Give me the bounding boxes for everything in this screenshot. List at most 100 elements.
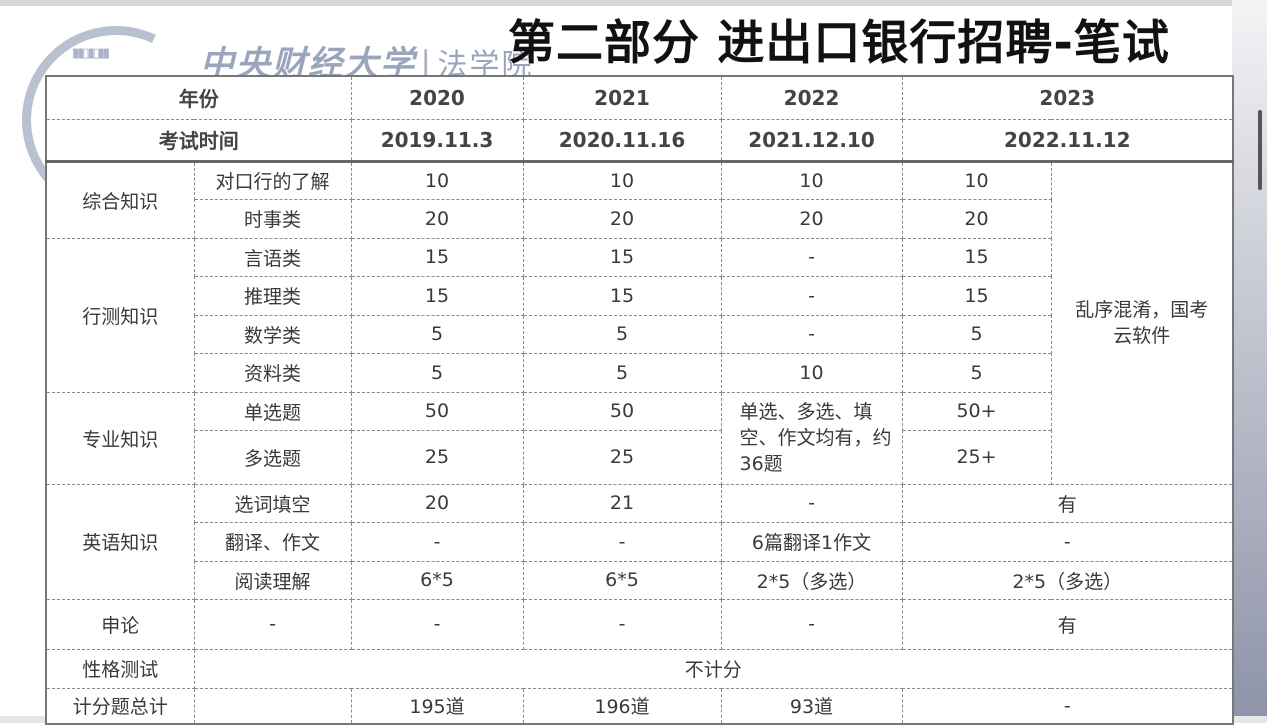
item-label: 阅读理解 [193, 560, 352, 600]
top-bar [0, 0, 1267, 6]
item-label: 推理类 [193, 275, 352, 316]
cell: 25 [522, 429, 722, 485]
cell: 10 [522, 160, 722, 200]
cell: 不计分 [193, 648, 1234, 689]
section-label: 综合知识 [45, 160, 195, 239]
table-row: 性格测试 不计分 [45, 648, 1234, 689]
cell: 5 [901, 314, 1052, 354]
year-2022: 2022 [720, 75, 903, 120]
section-label: 专业知识 [45, 391, 195, 485]
year-2020: 2020 [350, 75, 524, 120]
cell: 25 [350, 429, 524, 485]
cell: 15 [350, 237, 524, 277]
cell: 196道 [522, 687, 722, 725]
cell: - [350, 521, 524, 562]
professional-2022-merged: 单选、多选、填空、作文均有，约36题 [720, 391, 903, 485]
table-row: 推理类 15 15 - 15 [46, 275, 1233, 316]
cell: 10 [901, 160, 1052, 200]
cell: 20 [720, 198, 903, 239]
cell: 50+ [901, 391, 1052, 431]
cell: 5 [350, 314, 524, 354]
cell: 10 [720, 352, 903, 393]
item-label: 单选题 [193, 391, 352, 431]
cell: 15 [901, 237, 1052, 277]
table-row: 多选题 25 25 25+ [46, 429, 1233, 485]
cell: - [720, 483, 903, 523]
cell: 有 [901, 598, 1234, 650]
table-row: 英语知识 选词填空 20 21 - 有 [45, 483, 1234, 600]
cell: 有 [901, 483, 1234, 523]
cell: 2*5（多选） [901, 560, 1234, 600]
scrollbar[interactable] [1258, 110, 1262, 190]
cell: 50 [522, 391, 722, 431]
note-2023: 乱序混淆，国考云软件 [1050, 160, 1234, 485]
item-label: 资料类 [193, 352, 352, 393]
cell: - [901, 687, 1234, 725]
cell: 5 [522, 314, 722, 354]
cell: - [193, 598, 352, 650]
cell: - [522, 598, 722, 650]
year-label: 年份 [45, 75, 352, 120]
cell: 6*5 [522, 560, 722, 600]
date-2021: 2020.11.16 [522, 118, 722, 163]
cell: 20 [901, 198, 1052, 239]
section-label: 英语知识 [45, 483, 195, 600]
cell: 21 [522, 483, 722, 523]
item-label: 时事类 [193, 198, 352, 239]
cell: - [720, 314, 903, 354]
cell: 5 [901, 352, 1052, 393]
cell: - [350, 598, 524, 650]
cell: 15 [350, 275, 524, 316]
table-row: 阅读理解 6*5 6*5 2*5（多选） 2*5（多选） [46, 560, 1234, 600]
logo-building-icon: ▮▮▯▮▯▮▮ [72, 46, 110, 61]
cell: 10 [350, 160, 524, 200]
cell: 5 [350, 352, 524, 393]
cell: 25+ [901, 429, 1052, 485]
cell: 20 [350, 198, 524, 239]
item-label: 选词填空 [193, 483, 352, 523]
item-label: 翻译、作文 [193, 521, 352, 562]
cell: - [522, 521, 722, 562]
item-label: 多选题 [193, 429, 352, 485]
date-row: 考试时间 2019.11.3 2020.11.16 2021.12.10 202… [45, 118, 1234, 163]
cell: 5 [522, 352, 722, 393]
cell [193, 687, 352, 725]
table-row: 申论 - - - - 有 [45, 598, 1234, 650]
cell: 50 [350, 391, 524, 431]
cell: - [901, 521, 1234, 562]
section-label: 行测知识 [45, 237, 195, 393]
cell: 6篇翻译1作文 [720, 521, 903, 562]
exam-table: 年份 2020 2021 2022 2023 考试时间 2019.11.3 20… [45, 75, 1234, 725]
right-panel [1232, 0, 1267, 723]
year-row: 年份 2020 2021 2022 2023 [45, 75, 1234, 120]
section-label: 计分题总计 [45, 687, 195, 725]
cell: 93道 [720, 687, 903, 725]
date-2023: 2022.11.12 [901, 118, 1234, 163]
date-2022: 2021.12.10 [720, 118, 903, 163]
section-label: 性格测试 [45, 648, 195, 689]
cell: - [720, 237, 903, 277]
cell: 195道 [350, 687, 524, 725]
date-label: 考试时间 [45, 118, 352, 163]
cell: 10 [720, 160, 903, 200]
item-label: 数学类 [193, 314, 352, 354]
cell: 15 [901, 275, 1052, 316]
item-label: 言语类 [193, 237, 352, 277]
cell: 15 [522, 237, 722, 277]
cell: 15 [522, 275, 722, 316]
year-2021: 2021 [522, 75, 722, 120]
cell: - [720, 598, 903, 650]
cell: - [720, 275, 903, 316]
cell: 20 [350, 483, 524, 523]
table-row: 计分题总计 195道 196道 93道 - [45, 687, 1234, 725]
cell: 20 [522, 198, 722, 239]
item-label: 对口行的了解 [193, 160, 352, 200]
table-row: 翻译、作文 - - 6篇翻译1作文 - [46, 521, 1234, 562]
cell: 2*5（多选） [720, 560, 903, 600]
date-2020: 2019.11.3 [350, 118, 524, 163]
year-2023: 2023 [901, 75, 1234, 120]
section-label: 申论 [45, 598, 195, 650]
page-title: 第二部分 进出口银行招聘-笔试 [508, 16, 1170, 71]
cell: 6*5 [350, 560, 524, 600]
table-row: 综合知识 对口行的了解 10 10 10 10 乱序混淆，国考云软件 [45, 160, 1234, 485]
